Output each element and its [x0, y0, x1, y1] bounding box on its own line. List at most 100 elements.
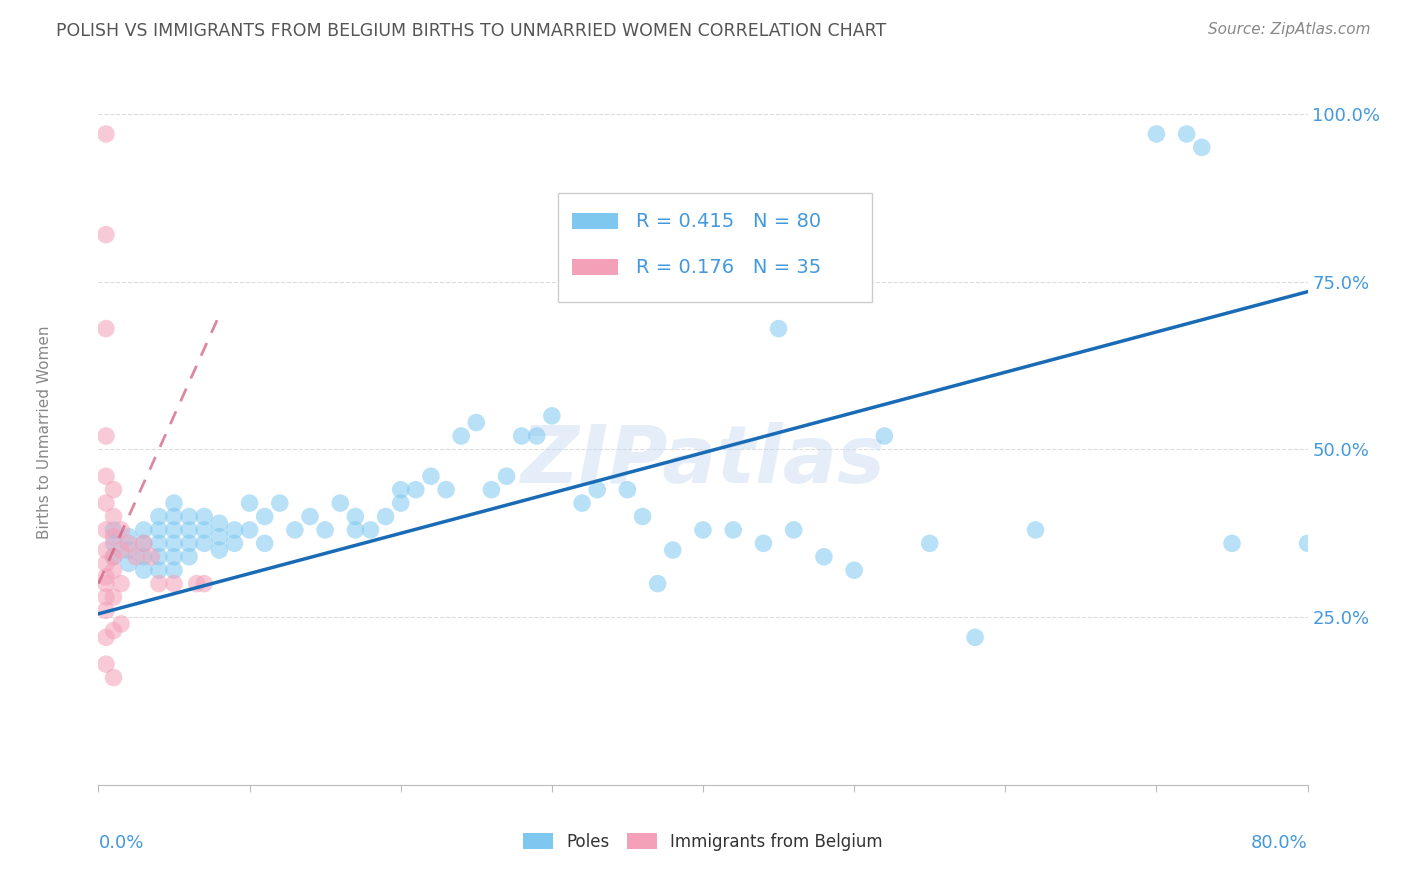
FancyBboxPatch shape	[558, 193, 872, 302]
Point	[148, 523, 170, 537]
Point	[269, 496, 291, 510]
Point	[329, 496, 352, 510]
Point	[299, 509, 322, 524]
Text: R = 0.176   N = 35: R = 0.176 N = 35	[637, 258, 821, 277]
Point	[239, 496, 262, 510]
Point	[94, 523, 117, 537]
Point	[208, 543, 231, 558]
Point	[284, 523, 307, 537]
Point	[179, 549, 201, 564]
Point	[193, 509, 215, 524]
Point	[918, 536, 941, 550]
Point	[148, 576, 170, 591]
Point	[94, 429, 117, 443]
Point	[110, 576, 132, 591]
Point	[481, 483, 503, 497]
Point	[616, 483, 638, 497]
Point	[148, 563, 170, 577]
Point	[1144, 127, 1167, 141]
Point	[571, 496, 593, 510]
Point	[193, 523, 215, 537]
Point	[103, 549, 125, 564]
Text: 0.0%: 0.0%	[98, 834, 143, 852]
Point	[163, 496, 186, 510]
Point	[118, 557, 141, 571]
Point	[132, 563, 155, 577]
Point	[647, 576, 669, 591]
Point	[510, 429, 533, 443]
Point	[374, 509, 396, 524]
Point	[118, 530, 141, 544]
Text: Births to Unmarried Women: Births to Unmarried Women	[37, 326, 52, 540]
Point	[1024, 523, 1046, 537]
Point	[360, 523, 382, 537]
Point	[873, 429, 896, 443]
Point	[94, 496, 117, 510]
Point	[110, 523, 132, 537]
Point	[344, 523, 367, 537]
Point	[163, 563, 186, 577]
Point	[132, 536, 155, 550]
Point	[179, 509, 201, 524]
Point	[163, 509, 186, 524]
Point	[844, 563, 866, 577]
Point	[132, 523, 155, 537]
Point	[163, 523, 186, 537]
Bar	[572, 213, 619, 229]
Point	[132, 549, 155, 564]
Point	[540, 409, 562, 423]
Point	[94, 630, 117, 644]
Point	[148, 549, 170, 564]
Point	[224, 536, 246, 550]
Text: Source: ZipAtlas.com: Source: ZipAtlas.com	[1208, 22, 1371, 37]
Point	[103, 483, 125, 497]
Text: 80.0%: 80.0%	[1251, 834, 1308, 852]
Point	[783, 523, 806, 537]
Point	[465, 416, 488, 430]
Text: POLISH VS IMMIGRANTS FROM BELGIUM BIRTHS TO UNMARRIED WOMEN CORRELATION CHART: POLISH VS IMMIGRANTS FROM BELGIUM BIRTHS…	[56, 22, 887, 40]
Point	[193, 536, 215, 550]
Point	[141, 549, 163, 564]
Point	[631, 509, 654, 524]
Point	[94, 570, 117, 584]
Point	[103, 536, 125, 550]
Point	[94, 227, 117, 242]
Point	[314, 523, 336, 537]
Point	[103, 671, 125, 685]
Point	[94, 543, 117, 558]
Point	[110, 616, 132, 631]
Point	[103, 509, 125, 524]
Point	[163, 576, 186, 591]
Point	[148, 536, 170, 550]
Point	[110, 543, 132, 558]
Point	[813, 549, 835, 564]
Point	[179, 536, 201, 550]
Point	[163, 536, 186, 550]
Bar	[572, 260, 619, 275]
Point	[118, 536, 141, 550]
Point	[132, 536, 155, 550]
Text: ZIPatlas: ZIPatlas	[520, 422, 886, 500]
Point	[239, 523, 262, 537]
Point	[193, 576, 215, 591]
Point	[253, 509, 276, 524]
Point	[103, 590, 125, 604]
Point	[94, 469, 117, 483]
Point	[1175, 127, 1198, 141]
Point	[420, 469, 443, 483]
Point	[692, 523, 714, 537]
Point	[103, 563, 125, 577]
Point	[723, 523, 745, 537]
Point	[434, 483, 457, 497]
Text: R = 0.415   N = 80: R = 0.415 N = 80	[637, 211, 821, 231]
Point	[163, 549, 186, 564]
Point	[208, 516, 231, 531]
Legend: Poles, Immigrants from Belgium: Poles, Immigrants from Belgium	[517, 826, 889, 858]
Point	[103, 624, 125, 638]
Point	[103, 530, 125, 544]
Point	[586, 483, 609, 497]
Point	[208, 530, 231, 544]
Point	[965, 630, 987, 644]
Point	[405, 483, 427, 497]
Point	[253, 536, 276, 550]
